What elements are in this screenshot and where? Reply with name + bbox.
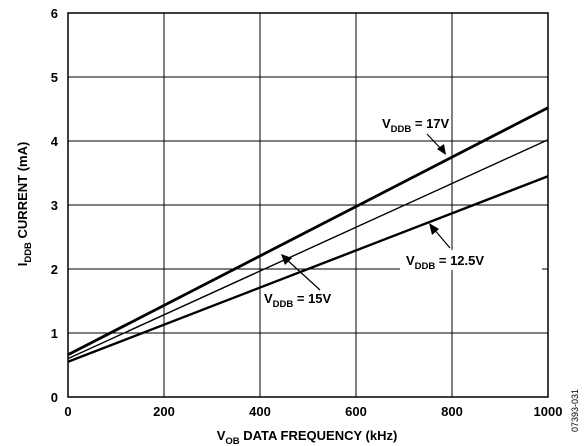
x-tick-label: 400 xyxy=(249,404,271,419)
x-tick-labels: 0 200 400 600 800 1000 xyxy=(64,404,562,419)
y-tick-label: 2 xyxy=(51,262,58,277)
arrowhead-15v xyxy=(281,254,292,265)
arrowhead-12-5v xyxy=(429,223,439,235)
y-tick-label: 1 xyxy=(51,326,58,341)
x-tick-label: 800 xyxy=(441,404,463,419)
x-tick-label: 200 xyxy=(153,404,175,419)
y-tick-label: 0 xyxy=(51,390,58,405)
series-line-15v xyxy=(67,139,549,360)
x-tick-label: 0 xyxy=(64,404,71,419)
label-12-5v-bg xyxy=(400,250,542,270)
label-17v: VDDB = 17V xyxy=(382,116,450,135)
y-axis-title: IDDB CURRENT (mA) xyxy=(15,142,34,267)
y-tick-label: 3 xyxy=(51,198,58,213)
annotation-15v: VDDB = 15V xyxy=(264,254,332,310)
figure-code: 07393-031 xyxy=(570,389,580,432)
y-tick-label: 4 xyxy=(51,134,59,149)
series-lines xyxy=(67,106,549,363)
x-tick-label: 1000 xyxy=(534,404,563,419)
series-line-17v xyxy=(67,106,549,357)
y-tick-labels: 0 1 2 3 4 5 6 xyxy=(51,6,59,405)
series-line-12-5v xyxy=(67,175,549,363)
arrow-15v xyxy=(284,257,321,291)
annotation-12-5v: VDDB = 12.5V xyxy=(400,223,542,272)
y-tick-label: 6 xyxy=(51,6,58,21)
x-tick-label: 600 xyxy=(345,404,367,419)
label-15v: VDDB = 15V xyxy=(264,291,332,310)
label-12-5v: VDDB = 12.5V xyxy=(406,253,484,272)
plot-frame xyxy=(67,12,549,398)
y-tick-label: 5 xyxy=(51,70,58,85)
annotation-17v: VDDB = 17V xyxy=(382,116,450,155)
arrowhead-17v xyxy=(437,144,446,155)
x-axis-title: VOB DATA FREQUENCY (kHz) xyxy=(217,428,398,446)
